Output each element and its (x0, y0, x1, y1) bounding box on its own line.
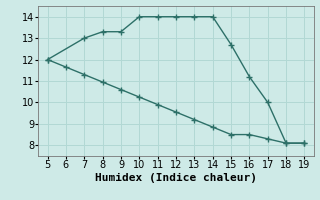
X-axis label: Humidex (Indice chaleur): Humidex (Indice chaleur) (95, 173, 257, 183)
